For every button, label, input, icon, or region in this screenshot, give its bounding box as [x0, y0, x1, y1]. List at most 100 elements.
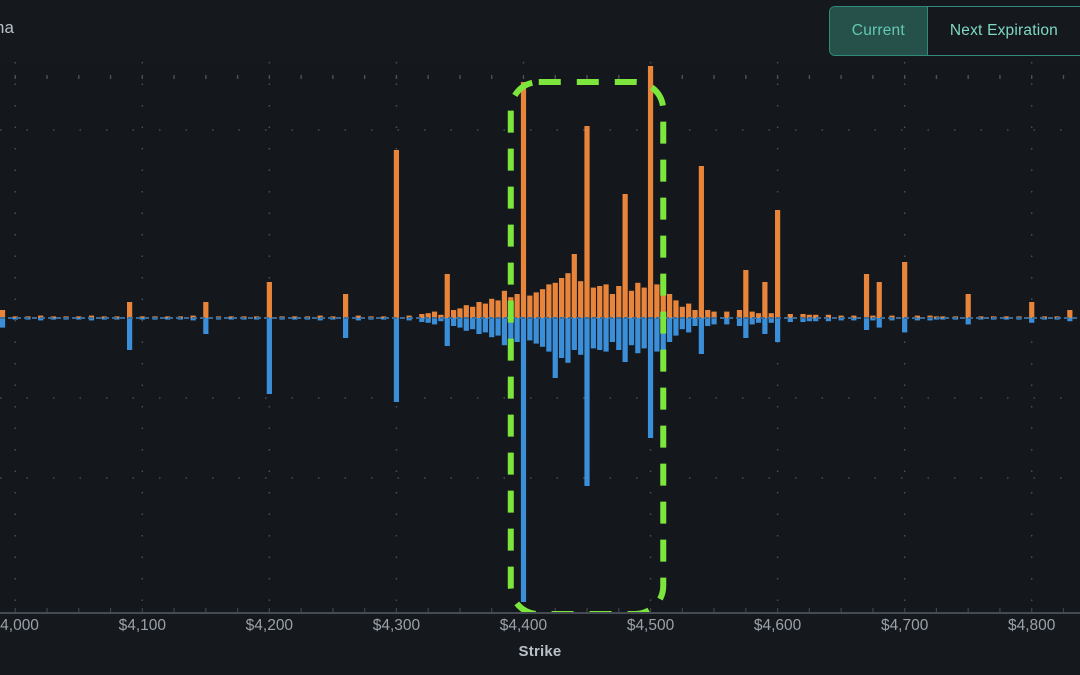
bar-call [940, 316, 946, 318]
bar-call [565, 273, 571, 318]
bar-put [203, 318, 209, 334]
bar-call [539, 289, 546, 318]
strike-range-highlight[interactable] [507, 79, 667, 614]
bar-call [578, 281, 584, 318]
x-axis-title: Strike [518, 643, 562, 660]
x-tick-label: $4,200 [245, 617, 294, 634]
bar-put [425, 318, 431, 323]
bar-call [902, 262, 908, 318]
bar-put [559, 318, 565, 358]
put-gamma-bars[interactable] [0, 318, 1073, 602]
bar-call [527, 295, 533, 318]
bar-put [88, 318, 95, 321]
bar-put [470, 318, 476, 330]
bar-put [190, 318, 196, 321]
x-tick-label: $4,700 [880, 617, 929, 634]
bar-put [292, 318, 298, 320]
bar-call [755, 313, 762, 318]
bar-put [768, 318, 774, 323]
bar-put [775, 318, 781, 342]
bar-put [571, 318, 577, 350]
bar-call [641, 287, 647, 318]
bar-put [1029, 318, 1035, 323]
bar-call [584, 126, 590, 318]
bar-put [667, 318, 673, 342]
tab-next-expiration[interactable]: Next Expiration [928, 7, 1080, 55]
bar-call [343, 294, 349, 318]
bar-put [635, 318, 641, 354]
bar-put [673, 318, 679, 336]
bar-put [755, 318, 762, 323]
bar-call [609, 294, 616, 318]
bar-call [552, 282, 558, 318]
bar-call [190, 315, 196, 318]
bar-call [127, 302, 133, 318]
bar-put [431, 318, 438, 325]
bar-put [622, 318, 628, 362]
bar-call [546, 284, 552, 318]
bar-put [495, 318, 501, 336]
bar-call [603, 284, 609, 318]
bar-call [266, 282, 272, 318]
bar-put [679, 318, 685, 330]
bar-put [628, 318, 635, 346]
bar-put [724, 318, 730, 325]
bar-put [139, 318, 145, 320]
bar-put [940, 318, 946, 320]
bar-put [698, 318, 704, 354]
bar-call [571, 254, 577, 318]
bar-put [749, 318, 755, 325]
bar-put [647, 318, 654, 438]
bar-put [965, 318, 971, 325]
bar-call [0, 310, 6, 318]
bar-put [463, 318, 469, 331]
bar-call [806, 314, 812, 318]
bar-put [889, 318, 895, 321]
x-tick-label: $4,000 [0, 617, 39, 634]
bar-put [1067, 318, 1073, 322]
bar-put [654, 318, 660, 352]
bar-put [520, 318, 527, 602]
bar-call [870, 315, 876, 318]
bar-call [1029, 302, 1035, 318]
bar-put [419, 318, 425, 322]
bar-put [546, 318, 552, 352]
bar-call [965, 294, 971, 318]
page-title: mma [0, 18, 15, 37]
bar-put [12, 318, 18, 320]
bar-put [641, 318, 647, 349]
bar-put [50, 318, 56, 320]
bar-put [806, 318, 812, 322]
bar-call [520, 82, 527, 318]
bar-put [457, 318, 463, 328]
bar-put [228, 318, 234, 320]
call-gamma-bars[interactable] [0, 66, 1073, 318]
bar-put [317, 318, 323, 321]
bar-call [787, 314, 793, 318]
bar-put [501, 318, 508, 346]
bar-call [635, 282, 641, 318]
bar-call [1067, 310, 1073, 318]
bar-call [838, 315, 844, 318]
bar-call [686, 303, 692, 318]
bar-put [787, 318, 793, 322]
bar-put [902, 318, 908, 333]
bar-put [539, 318, 546, 347]
bar-call [457, 308, 463, 318]
x-tick-label: $4,600 [753, 617, 802, 634]
bar-put [0, 318, 6, 328]
bar-call [476, 302, 482, 318]
expiration-toggle-group[interactable]: Current Next Expiration [828, 6, 1080, 56]
bar-put [578, 318, 584, 355]
bar-call [698, 166, 704, 318]
bar-put [508, 318, 514, 339]
chart-header: mma Current Next Expiration [0, 0, 1080, 62]
bar-call [749, 311, 755, 318]
bar-call [495, 300, 501, 318]
tab-current[interactable]: Current [829, 7, 928, 55]
bar-put [393, 318, 400, 402]
bar-put [165, 318, 171, 320]
bar-call [927, 315, 933, 318]
bar-call [647, 66, 654, 318]
bar-call [628, 290, 635, 318]
